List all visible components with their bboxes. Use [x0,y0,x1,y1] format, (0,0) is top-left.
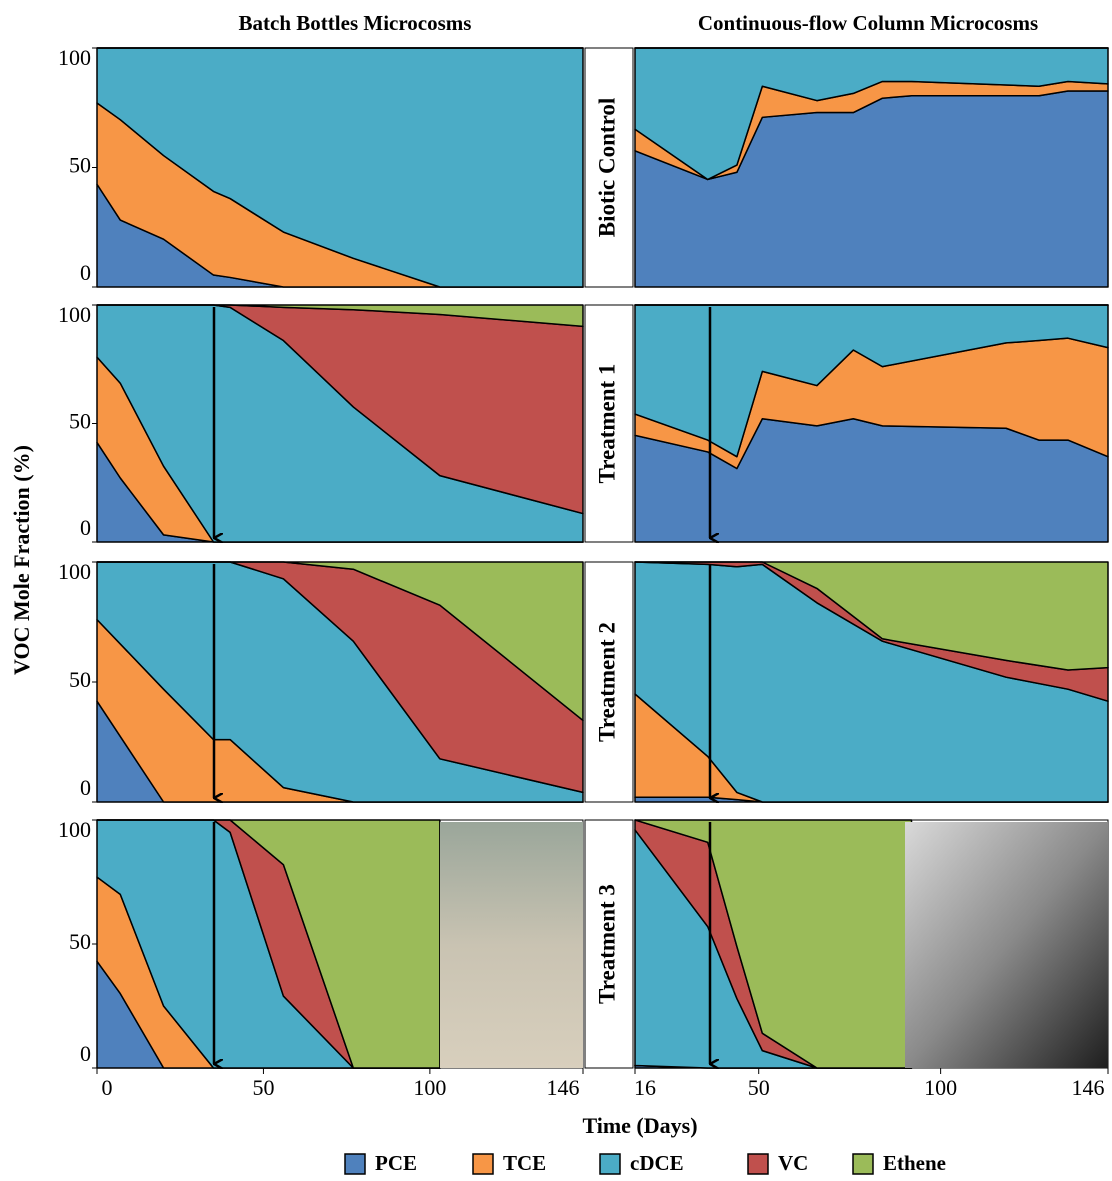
legend-swatch [472,1153,494,1175]
y-tick-label: 50 [69,153,91,178]
x-tick-label: 0 [102,1075,113,1100]
photo [905,822,1108,1068]
y-tick-label: 50 [69,929,91,954]
legend-label: TCE [503,1151,546,1175]
x-tick-label: 146 [547,1075,580,1100]
y-tick-label: 0 [80,515,91,540]
y-tick-label: 0 [80,260,91,285]
legend-label: VC [778,1151,808,1175]
row-label-box [584,304,634,543]
legend-swatch [599,1153,621,1175]
row-label: Treatment 1 [594,364,619,484]
y-axis-label: VOC Mole Fraction (%) [9,445,34,675]
y-tick-label: 100 [58,302,91,327]
y-tick-label: 100 [58,559,91,584]
legend-swatch [852,1153,874,1175]
x-tick-label: 50 [748,1075,770,1100]
photo [440,822,583,1068]
x-tick-label: 100 [413,1075,446,1100]
x-axis-label: Time (Days) [582,1113,697,1138]
y-tick-label: 50 [69,409,91,434]
plot-frame [634,47,1109,288]
y-tick-label: 50 [69,667,91,692]
row-label-box [584,561,634,803]
column-title: Batch Bottles Microcosms [239,11,472,35]
row-label-box [584,819,634,1069]
arrows [212,307,710,1064]
legend-swatch [344,1153,366,1175]
x-tick-label: 50 [252,1075,274,1100]
legend-label: cDCE [630,1151,684,1175]
row-label: Treatment 3 [594,884,619,1004]
x-tick-label: 100 [924,1075,957,1100]
x-tick-label: 146 [1072,1075,1105,1100]
y-tick-label: 100 [58,817,91,842]
x-tick-label: 16 [634,1075,656,1100]
plot-frame [634,561,1109,803]
row-label: Biotic Control [594,98,619,237]
plot-frame [634,304,1109,543]
legend-label: PCE [375,1151,417,1175]
y-tick-label: 0 [80,1041,91,1066]
legend-swatch [747,1153,769,1175]
row-label: Treatment 2 [594,622,619,742]
legend-label: Ethene [883,1151,946,1175]
row-label-box [584,47,634,288]
y-tick-label: 100 [58,45,91,70]
y-tick-label: 0 [80,775,91,800]
column-title: Continuous-flow Column Microcosms [698,11,1038,35]
